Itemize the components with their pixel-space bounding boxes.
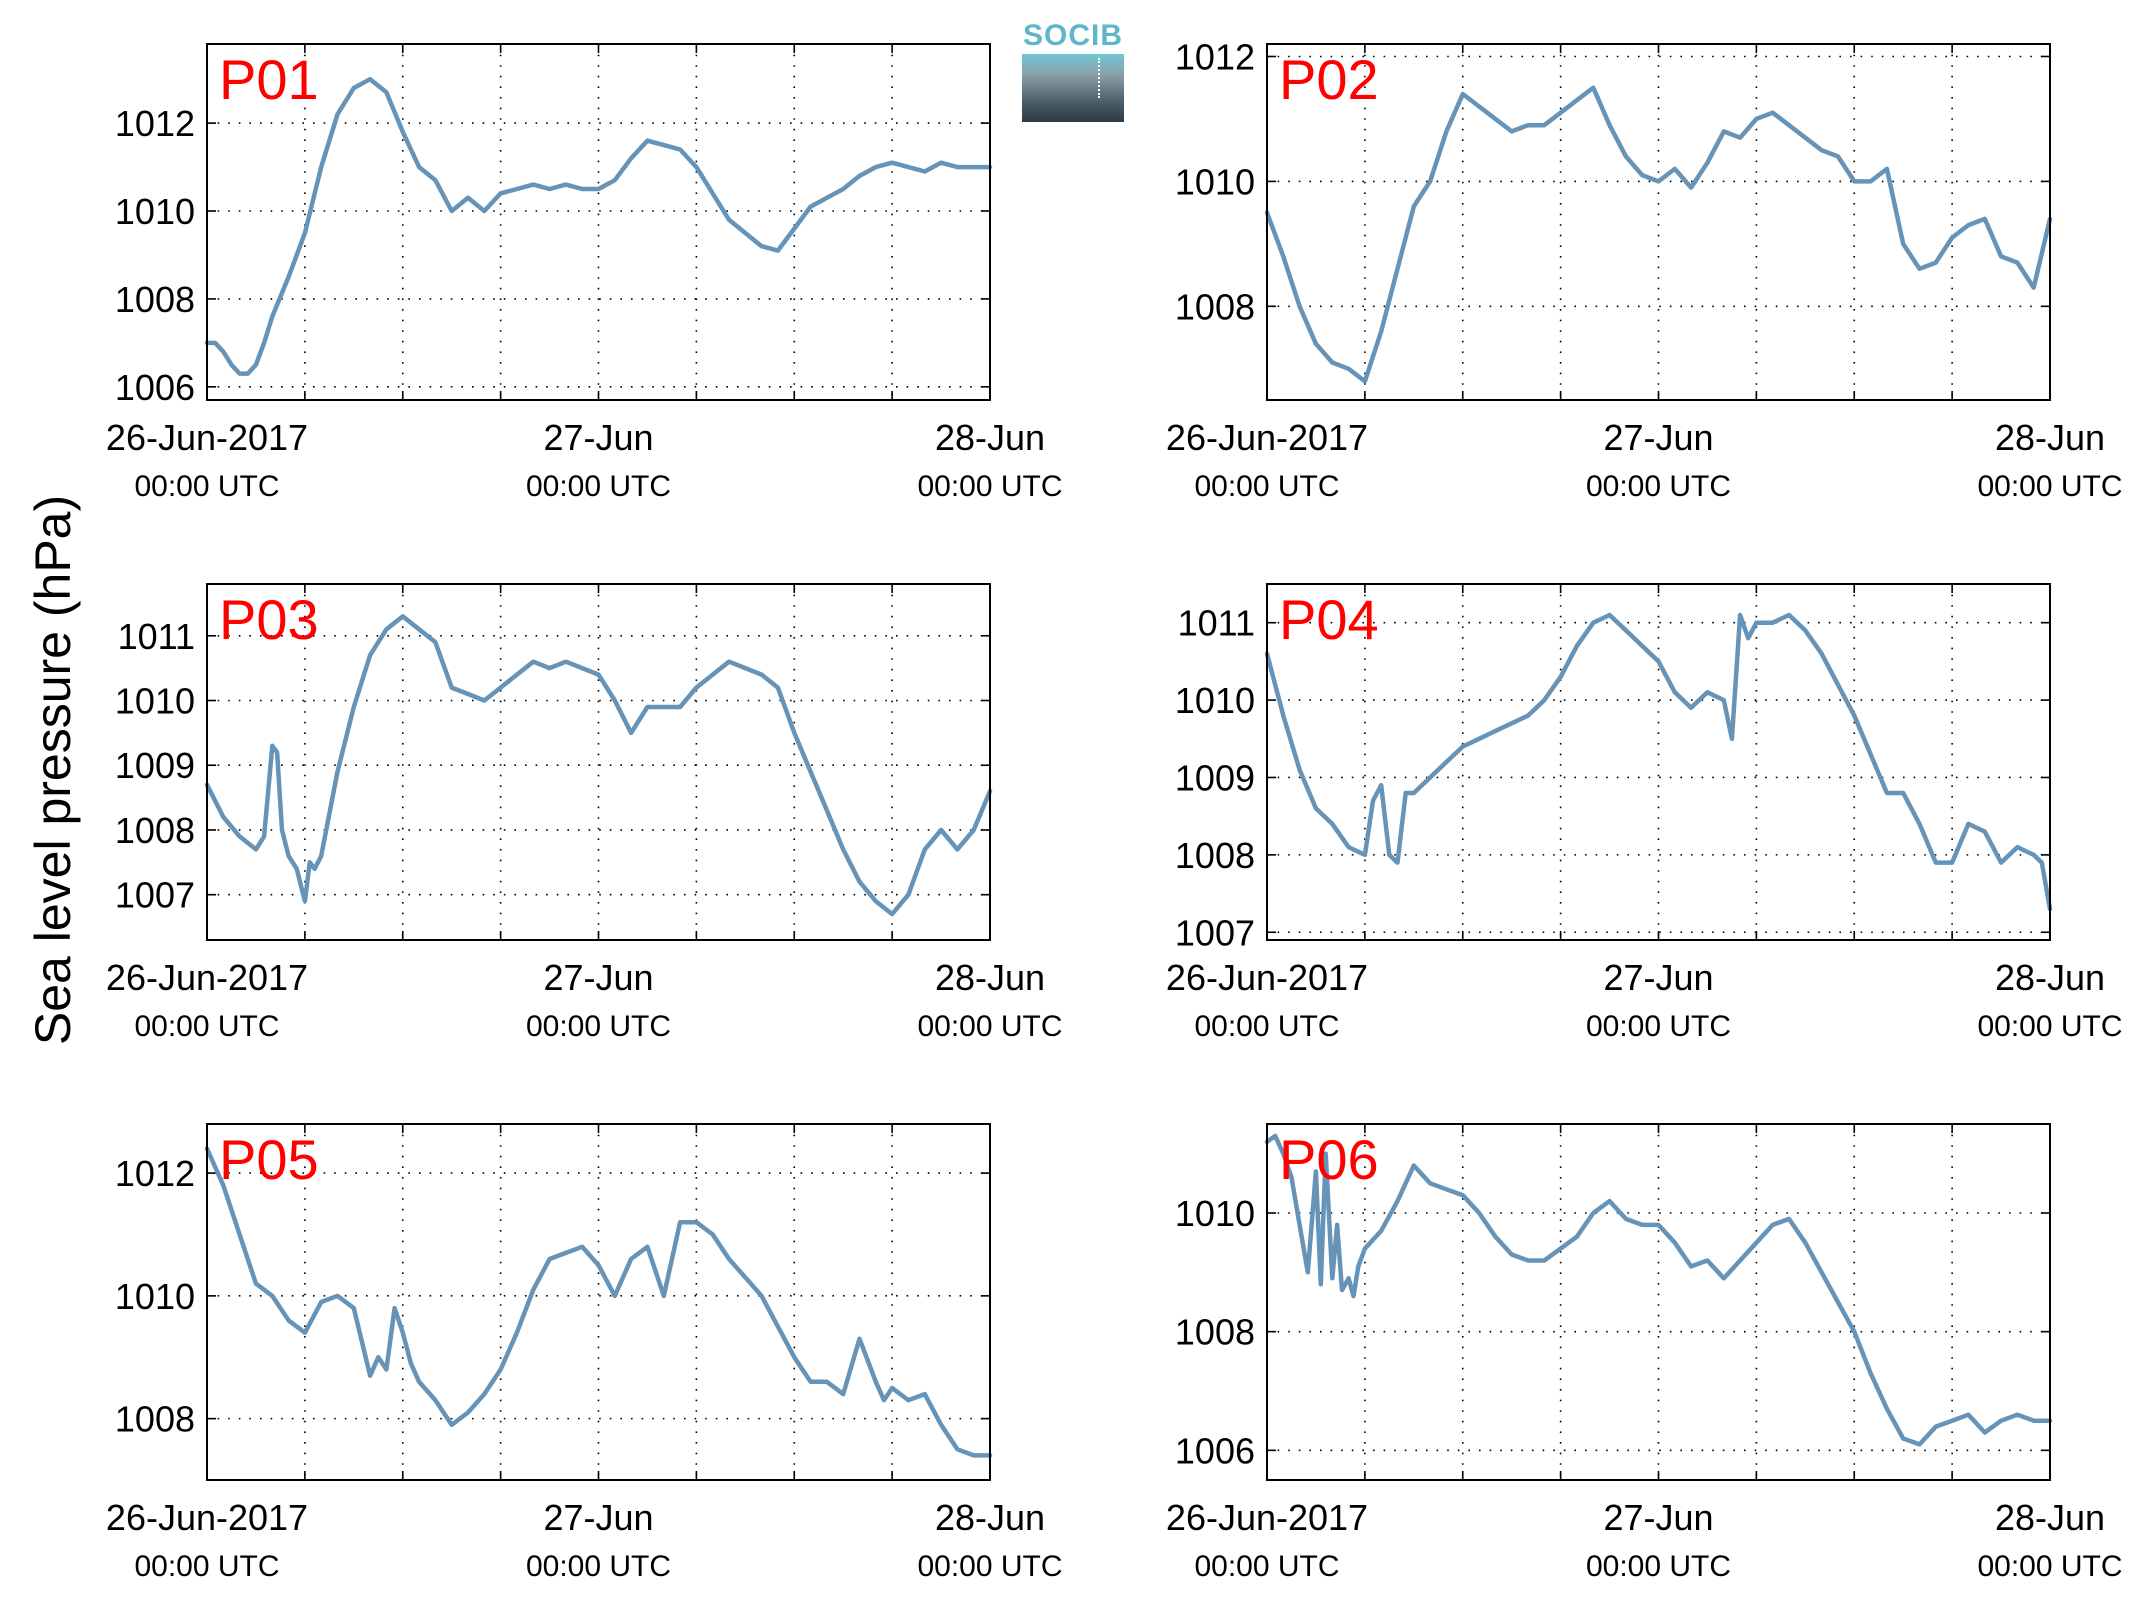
logo-dotted-line (1098, 58, 1100, 98)
x-tick-sublabel: 00:00 UTC (1586, 1010, 1731, 1043)
logo-text: SOCIB (1022, 19, 1123, 52)
x-tick-label: 28-Jun (1995, 417, 2105, 458)
y-tick-label: 1010 (1175, 1193, 1255, 1234)
x-tick-label: 26-Jun-2017 (1166, 957, 1368, 998)
y-tick-label: 1010 (115, 1276, 195, 1317)
x-tick-label: 26-Jun-2017 (1166, 417, 1368, 458)
y-tick-label: 1010 (1175, 161, 1255, 202)
x-tick-label: 27-Jun (543, 1497, 653, 1538)
series-line (1264, 612, 2053, 912)
x-tick-sublabel: 00:00 UTC (1194, 1010, 1339, 1043)
series-line (1264, 1133, 2053, 1447)
x-tick-label: 27-Jun (1603, 1497, 1713, 1538)
y-tick-label: 1008 (1175, 286, 1255, 327)
x-tick-label: 26-Jun-2017 (106, 1497, 308, 1538)
series-line (204, 614, 993, 917)
x-tick-sublabel: 00:00 UTC (917, 470, 1062, 503)
x-tick-label: 28-Jun (1995, 957, 2105, 998)
x-tick-label: 26-Jun-2017 (106, 417, 308, 458)
x-tick-label: 27-Jun (543, 417, 653, 458)
panel-p04: 1007 1008 1009 1010 1011 26-Jun-2017 00:00 UTC… (1166, 583, 2123, 1043)
x-tick-sublabel: 00:00 UTC (1586, 1550, 1731, 1583)
x-tick-sublabel: 00:00 UTC (526, 1550, 671, 1583)
x-tick-sublabel: 00:00 UTC (1977, 1010, 2122, 1043)
x-tick-label: 28-Jun (935, 1497, 1045, 1538)
x-tick-sublabel: 00:00 UTC (1586, 470, 1731, 503)
panel-title: P05 (219, 1128, 319, 1191)
x-tick-sublabel: 00:00 UTC (1977, 470, 2122, 503)
plot-frame (1266, 43, 2051, 401)
y-tick-label: 1012 (115, 1153, 195, 1194)
x-tick-label: 28-Jun (1995, 1497, 2105, 1538)
panel-title: P04 (1279, 588, 1379, 651)
panel-title: P01 (219, 48, 319, 111)
panel-p01: 1006 1008 1010 1012 26-Jun-2017 00:00 UTC 27-J… (106, 43, 1063, 503)
panel-title: P02 (1279, 48, 1379, 111)
y-tick-label: 1007 (1175, 912, 1255, 953)
x-tick-label: 26-Jun-2017 (1166, 1497, 1368, 1538)
x-tick-label: 26-Jun-2017 (106, 957, 308, 998)
panel-p05: 1008 1010 1012 26-Jun-2017 00:00 UTC 27-Jun 00… (106, 1123, 1063, 1583)
y-tick-label: 1010 (115, 191, 195, 232)
panel-p02: 1008 1010 1012 26-Jun-2017 00:00 UTC 27-Jun 00… (1166, 36, 2123, 503)
y-tick-label: 1011 (118, 616, 195, 657)
y-tick-label: 1007 (115, 875, 195, 916)
plot-frame (206, 43, 991, 401)
panel-title: P03 (219, 588, 319, 651)
x-tick-sublabel: 00:00 UTC (917, 1010, 1062, 1043)
x-tick-sublabel: 00:00 UTC (1977, 1550, 2122, 1583)
y-tick-label: 1011 (1178, 603, 1255, 644)
x-tick-sublabel: 00:00 UTC (917, 1550, 1062, 1583)
x-tick-sublabel: 00:00 UTC (134, 1010, 279, 1043)
series-line (204, 1146, 993, 1458)
x-tick-label: 27-Jun (1603, 957, 1713, 998)
x-tick-sublabel: 00:00 UTC (526, 1010, 671, 1043)
x-tick-label: 28-Jun (935, 957, 1045, 998)
x-tick-sublabel: 00:00 UTC (1194, 470, 1339, 503)
plot-frame (206, 583, 991, 941)
figure-ylabel: Sea level pressure (hPa) (25, 495, 81, 1045)
y-tick-label: 1010 (1175, 680, 1255, 721)
series-line (1264, 85, 2053, 384)
x-tick-label: 27-Jun (1603, 417, 1713, 458)
plot-frame (206, 1123, 991, 1481)
y-tick-label: 1012 (1175, 36, 1255, 77)
y-tick-label: 1012 (115, 103, 195, 144)
plot-frame (1266, 1123, 2051, 1481)
panel-p03: 1007 1008 1009 1010 1011 26-Jun-2017 00:00 UTC… (106, 583, 1063, 1043)
logo-graphic (1022, 54, 1124, 122)
x-tick-sublabel: 00:00 UTC (134, 1550, 279, 1583)
panel-title: P06 (1279, 1128, 1379, 1191)
y-tick-label: 1008 (1175, 835, 1255, 876)
series-line (204, 76, 993, 376)
x-tick-label: 27-Jun (543, 957, 653, 998)
x-tick-sublabel: 00:00 UTC (526, 470, 671, 503)
x-tick-sublabel: 00:00 UTC (1194, 1550, 1339, 1583)
plot-frame (1266, 583, 2051, 941)
panel-p06: 1006 1008 1010 26-Jun-2017 00:00 UTC 27-Jun 00… (1166, 1123, 2123, 1583)
y-tick-label: 1006 (115, 367, 195, 408)
x-tick-sublabel: 00:00 UTC (134, 470, 279, 503)
y-tick-label: 1008 (115, 1399, 195, 1440)
socib-logo: SOCIB (1022, 18, 1124, 122)
y-tick-label: 1008 (115, 279, 195, 320)
y-tick-label: 1010 (115, 681, 195, 722)
y-tick-label: 1009 (115, 745, 195, 786)
y-tick-label: 1006 (1175, 1430, 1255, 1471)
x-tick-label: 28-Jun (935, 417, 1045, 458)
y-tick-label: 1008 (115, 810, 195, 851)
y-tick-label: 1009 (1175, 757, 1255, 798)
y-tick-label: 1008 (1175, 1312, 1255, 1353)
